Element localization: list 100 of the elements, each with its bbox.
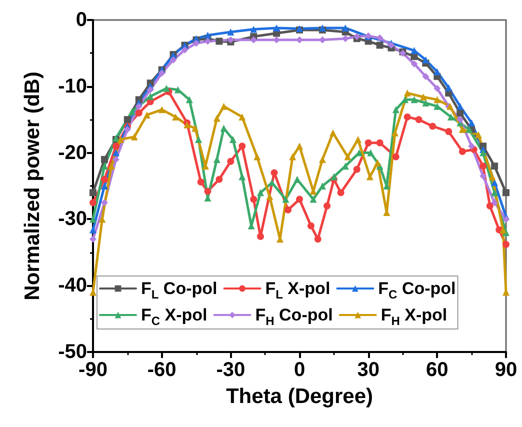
point <box>170 56 177 64</box>
point <box>112 149 120 156</box>
point <box>124 126 131 134</box>
point <box>294 176 301 183</box>
point <box>195 136 202 144</box>
x-tick-label: -60 <box>147 359 176 381</box>
point <box>422 72 430 80</box>
point <box>404 113 411 120</box>
y-tick-label: -30 <box>58 208 87 230</box>
point <box>422 100 430 106</box>
point <box>502 240 510 248</box>
point <box>337 189 344 196</box>
point <box>374 159 382 166</box>
x-tick-label: 90 <box>494 359 518 381</box>
point <box>296 196 303 203</box>
x-axis-title: Theta (Degree) <box>226 385 374 408</box>
point <box>391 129 398 136</box>
point <box>353 166 360 173</box>
point <box>318 156 326 163</box>
point <box>491 179 498 186</box>
point <box>112 142 120 150</box>
point <box>434 68 441 76</box>
point <box>100 182 108 190</box>
y-axis-title: Normalized power (dB) <box>21 72 44 300</box>
point <box>204 188 212 195</box>
point <box>491 189 498 196</box>
point <box>364 139 372 146</box>
point <box>250 26 258 33</box>
point <box>112 156 120 163</box>
point <box>158 70 166 77</box>
point <box>162 84 170 92</box>
point <box>422 56 430 64</box>
point <box>186 96 193 104</box>
point <box>434 96 441 104</box>
point <box>354 136 362 144</box>
point <box>392 106 400 114</box>
point <box>480 149 487 156</box>
x-tick-label: -30 <box>216 359 246 381</box>
point <box>266 193 274 200</box>
point <box>174 86 182 94</box>
point <box>100 156 108 163</box>
point <box>220 124 228 132</box>
point <box>220 102 228 110</box>
point <box>415 116 422 124</box>
point <box>330 129 336 136</box>
point <box>344 153 352 160</box>
point <box>376 139 384 146</box>
point <box>466 126 473 134</box>
point <box>257 232 264 240</box>
point <box>456 116 464 124</box>
point <box>310 196 317 203</box>
point <box>367 149 374 156</box>
point <box>410 96 418 104</box>
point <box>282 196 290 203</box>
point <box>204 194 212 202</box>
point <box>100 199 108 206</box>
point <box>250 196 258 203</box>
point <box>296 36 303 44</box>
point <box>376 42 384 49</box>
x-tick-label: 60 <box>426 359 448 381</box>
point <box>314 236 322 243</box>
point <box>420 94 427 101</box>
point <box>204 38 212 45</box>
point <box>117 136 124 144</box>
point <box>307 222 314 230</box>
point <box>135 102 142 110</box>
point <box>284 206 292 214</box>
point <box>181 46 188 54</box>
point <box>100 162 108 170</box>
point <box>216 38 223 45</box>
point <box>229 136 236 144</box>
point <box>404 90 411 97</box>
point <box>342 24 349 32</box>
point <box>376 34 384 42</box>
point <box>146 92 154 100</box>
point <box>256 189 264 196</box>
point <box>128 108 136 116</box>
y-tick-label: 0 <box>76 9 87 31</box>
x-tick-label: 30 <box>357 359 380 381</box>
point <box>447 113 454 120</box>
point <box>468 142 476 150</box>
x-tick-label: 0 <box>294 359 306 381</box>
point <box>458 148 466 155</box>
point <box>434 84 441 92</box>
point <box>227 158 234 165</box>
point <box>429 122 436 130</box>
y-tick-label: -40 <box>58 274 87 297</box>
point <box>130 133 138 140</box>
point <box>491 199 498 206</box>
point <box>410 60 418 68</box>
point <box>456 102 464 110</box>
point <box>90 236 96 243</box>
point <box>124 116 131 124</box>
point <box>392 153 400 160</box>
point <box>474 131 482 138</box>
point <box>204 32 212 39</box>
point <box>238 142 246 150</box>
point <box>192 40 200 47</box>
point <box>330 173 338 180</box>
point <box>410 47 418 54</box>
